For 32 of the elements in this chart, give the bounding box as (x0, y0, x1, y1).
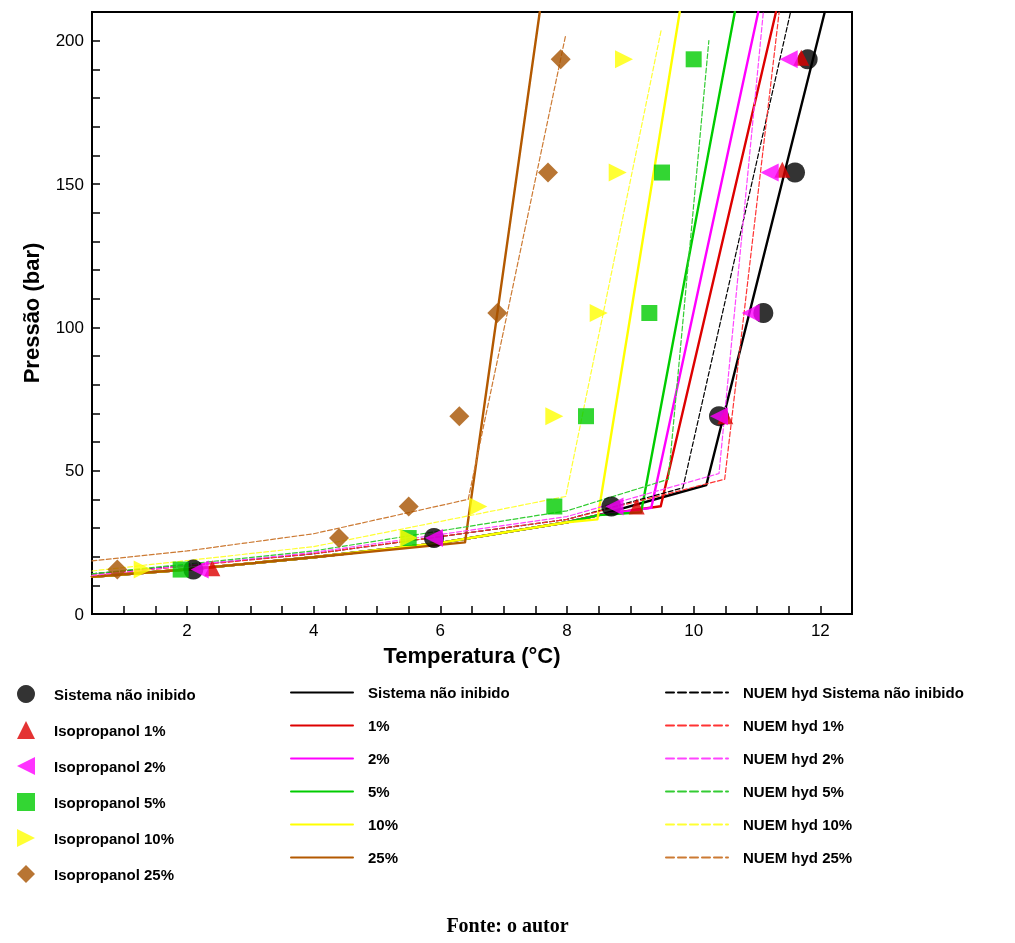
legend-label: NUEM hyd 10% (743, 816, 853, 833)
source-note: Fonte: o autor (446, 914, 569, 936)
x-tick-label: 8 (562, 621, 572, 640)
y-tick-label: 200 (55, 31, 84, 51)
x-axis-title: Temperatura (°C) (383, 642, 561, 668)
legend-label: Isopropanol 2% (54, 757, 166, 775)
y-tick-label: 100 (55, 317, 84, 337)
y-tick-label: 150 (55, 174, 84, 194)
legend-label: Isopropanol 5% (54, 793, 166, 811)
x-tick-label: 2 (182, 621, 192, 640)
legend-label: 10% (368, 816, 399, 833)
legend-label: Isopropanol 1% (54, 721, 166, 739)
legend-label: NUEM hyd 2% (743, 750, 844, 767)
legend-label: 1% (368, 717, 390, 734)
legend-label: NUEM hyd 1% (743, 717, 844, 734)
y-tick-label: 0 (74, 604, 84, 624)
legend-label: Isopropanol 25% (54, 865, 175, 883)
legend-label: Sistema não inibido (54, 685, 196, 703)
legend-label: NUEM hyd Sistema não inibido (743, 684, 964, 701)
legend-label: 25% (368, 849, 399, 866)
legend-label: Sistema não inibido (368, 684, 510, 701)
x-tick-label: 4 (308, 621, 319, 640)
legend-label: NUEM hyd 5% (743, 783, 844, 800)
legend-label: 5% (368, 783, 390, 800)
y-axis-title: Pressão (bar) (18, 242, 44, 384)
legend-label: NUEM hyd 25% (743, 849, 853, 866)
legend-label: Isopropanol 10% (54, 829, 175, 847)
x-tick-label: 10 (684, 621, 704, 640)
x-tick-label: 6 (435, 621, 446, 640)
legend-label: 2% (368, 750, 390, 767)
x-tick-label: 12 (810, 621, 830, 640)
y-tick-label: 50 (65, 461, 84, 481)
